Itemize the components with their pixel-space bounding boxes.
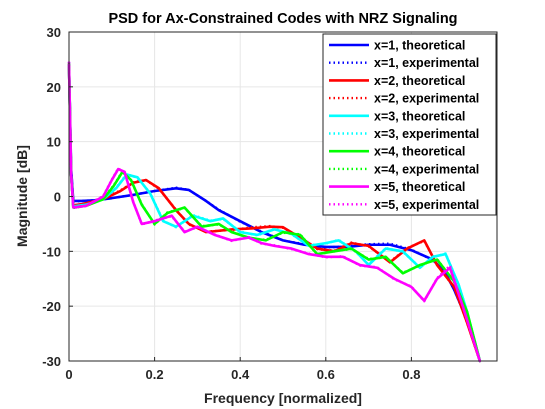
y-tick-label: -10 [42,244,61,259]
legend-label: x=1, theoretical [374,39,465,53]
series-line-5 [67,63,482,363]
axis-ticks: 0 0.2 0.4 0.6 0.8 30 20 10 0 -10 -20 -30 [42,25,420,382]
x-tick-label: 0.8 [402,367,420,382]
x-axis-label: Frequency [normalized] [204,390,362,406]
x-tick-label: 0.2 [146,367,164,382]
y-tick-label: 0 [54,190,61,205]
series-line-3 [67,63,482,363]
chart-title: PSD for Ax-Constrained Codes with NRZ Si… [108,11,457,27]
y-tick-label: 10 [47,135,61,150]
legend-label: x=1, experimental [374,56,479,70]
legend-label: x=3, theoretical [374,109,465,123]
legend-label: x=3, experimental [374,127,479,141]
legend-label: x=5, theoretical [374,180,465,194]
legend: x=1, theoretical x=1, experimental x=2, th… [322,33,497,216]
y-tick-label: 30 [47,25,61,40]
x-tick-label: 0.6 [317,367,335,382]
x-tick-label: 0.4 [231,367,250,382]
legend-label: x=2, theoretical [374,74,465,88]
y-tick-label: 20 [47,80,61,95]
legend-label: x=5, experimental [374,198,479,212]
legend-label: x=4, experimental [374,162,479,176]
legend-label: x=2, experimental [374,92,479,106]
series-line-10 [67,61,482,362]
series-lines [67,61,482,363]
legend-box [322,33,497,216]
x-tick-label: 0 [65,367,72,382]
y-axis-label: Magnitude [dB] [14,145,30,247]
y-tick-label: -20 [42,299,61,314]
y-tick-label: -30 [42,354,61,369]
series-line-8 [67,64,482,362]
legend-label: x=4, theoretical [374,145,465,159]
